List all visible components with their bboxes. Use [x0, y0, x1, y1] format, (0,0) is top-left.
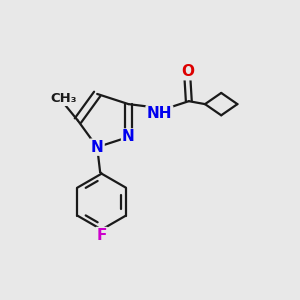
Text: CH₃: CH₃: [50, 92, 76, 105]
Text: NH: NH: [147, 106, 172, 121]
Text: N: N: [91, 140, 103, 155]
Text: O: O: [181, 64, 194, 79]
Text: N: N: [122, 130, 135, 145]
Text: F: F: [96, 228, 107, 243]
